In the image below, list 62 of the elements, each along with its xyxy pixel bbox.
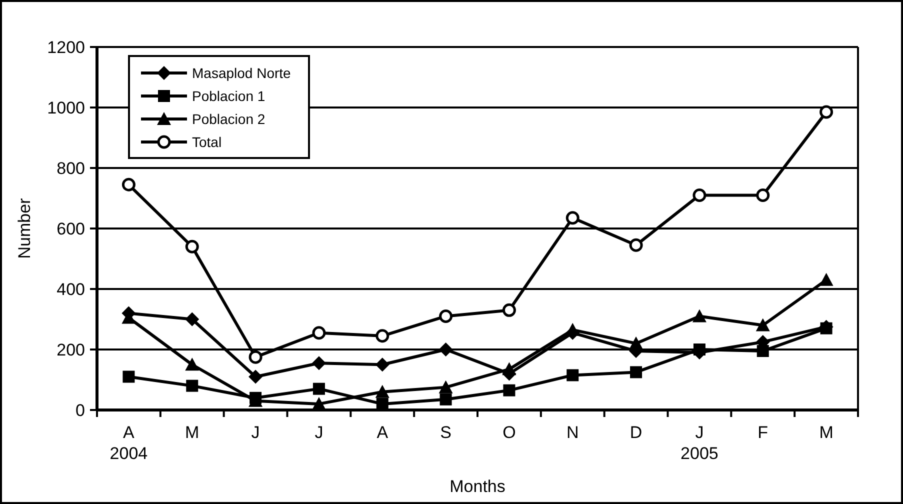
point [376, 329, 390, 343]
point [312, 326, 326, 340]
point [186, 380, 198, 392]
x-tick-label: N [566, 423, 579, 442]
y-tick-label: 400 [56, 280, 85, 299]
point [629, 336, 644, 350]
point [438, 342, 453, 356]
point [693, 344, 706, 356]
point [503, 384, 516, 396]
point [248, 350, 262, 364]
point [629, 238, 643, 252]
x-axis-title: Months [450, 477, 506, 496]
y-tick-label: 600 [56, 219, 85, 238]
point [185, 358, 200, 371]
y-axis-title: Number [15, 198, 34, 259]
x-tick-label: A [376, 423, 389, 442]
point [692, 309, 706, 322]
x-tick-label: S [440, 423, 452, 442]
x-tick-label: J [251, 423, 260, 442]
point [185, 240, 199, 254]
point [375, 384, 390, 398]
x-tick-label: J [314, 423, 324, 442]
legend-label: Masaplod Norte [192, 64, 292, 81]
point [248, 370, 263, 384]
y-tick-label: 1200 [47, 38, 85, 57]
point [122, 178, 136, 192]
point [440, 393, 452, 406]
point [756, 345, 769, 358]
y-tick-label: 800 [56, 158, 85, 178]
x-tick-label: J 2005 [680, 423, 718, 463]
point [819, 272, 834, 286]
point [376, 398, 388, 410]
x-tick-label: M [819, 423, 834, 442]
point [502, 362, 516, 376]
point [756, 318, 770, 332]
x-tick-label: O [502, 423, 516, 442]
point [566, 369, 579, 382]
point [185, 312, 200, 326]
point [312, 396, 326, 410]
x-tick-label: M [185, 423, 200, 442]
point [502, 303, 516, 317]
x-tick-label: F [758, 423, 768, 442]
point [820, 322, 832, 334]
point [312, 356, 326, 370]
y-tick-label: 0 [76, 400, 85, 420]
point [630, 366, 642, 378]
y-tick-label: 1000 [47, 98, 85, 118]
legend-label: Poblacion 1 [192, 88, 266, 104]
point [375, 358, 390, 372]
legend-label: Poblacion 2 [192, 110, 266, 127]
y-tick-label: 200 [56, 340, 85, 360]
legend-label: Total [192, 134, 222, 150]
point [439, 309, 453, 323]
point [312, 382, 325, 395]
point [692, 188, 706, 202]
point [756, 188, 770, 202]
point [820, 105, 834, 119]
x-tick-label: A 2004 [110, 423, 148, 463]
point [438, 380, 453, 394]
point [122, 370, 135, 383]
x-tick-label: D [630, 423, 642, 442]
point [566, 211, 580, 225]
